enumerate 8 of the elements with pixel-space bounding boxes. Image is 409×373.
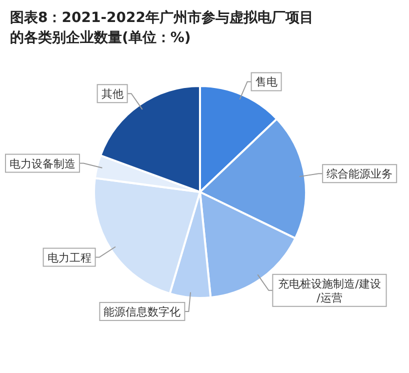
slice-label: 综合能源业务 (326, 168, 393, 181)
slice-label: 其他 (101, 88, 124, 101)
chart-title: 图表8：2021-2022年广州市参与虚拟电厂项目的各类别企业数量(单位：%) (10, 9, 314, 46)
slice-label: 电力工程 (47, 251, 92, 264)
slice-label: 充电桩设施制造/建设/运营 (278, 277, 381, 304)
slice-label: 电力设备制造 (9, 157, 76, 170)
slice-label: 售电 (255, 76, 278, 89)
slice-label: 能源信息数字化 (104, 305, 181, 318)
